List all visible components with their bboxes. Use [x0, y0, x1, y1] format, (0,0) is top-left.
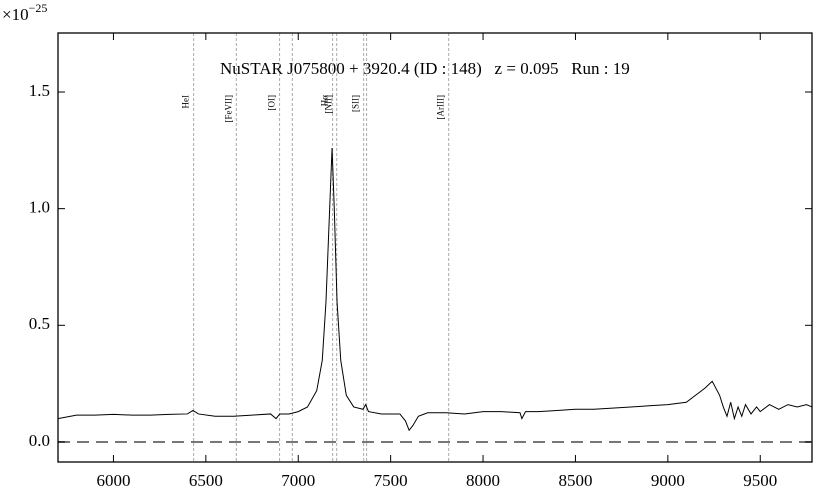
plot-frame: [57, 32, 813, 463]
x-tick-label: 6000: [96, 471, 130, 490]
y-tick-label: 0.5: [29, 314, 50, 333]
scale-base: ×10: [2, 5, 29, 24]
line-label: [NII]: [324, 95, 334, 114]
line-label: [SII]: [351, 95, 361, 112]
line-label: [FeVII]: [223, 95, 233, 123]
spectrum-line: [57, 147, 813, 432]
y-tick-label: 1.5: [29, 81, 50, 100]
x-tick-label: 6500: [189, 471, 223, 490]
y-tick-label: 1.0: [29, 198, 50, 217]
scale-label: ×10−25: [2, 1, 47, 24]
scale-exponent: −25: [29, 1, 48, 15]
x-tick-label: 8500: [558, 471, 592, 490]
line-label: Hα: [320, 95, 330, 106]
x-tick-label: 7500: [374, 471, 408, 490]
x-tick-label: 9000: [651, 471, 685, 490]
x-tick-label: 8000: [466, 471, 500, 490]
line-label: [ArIII]: [436, 95, 446, 119]
line-label: [OI]: [267, 95, 277, 111]
chart-title: NuSTAR J075800 + 3920.4 (ID : 148) z = 0…: [220, 59, 630, 78]
x-tick-label: 9500: [743, 471, 777, 490]
x-tick-label: 7000: [281, 471, 315, 490]
line-label: HeI: [181, 95, 191, 109]
y-tick-label: 0.0: [29, 431, 50, 450]
